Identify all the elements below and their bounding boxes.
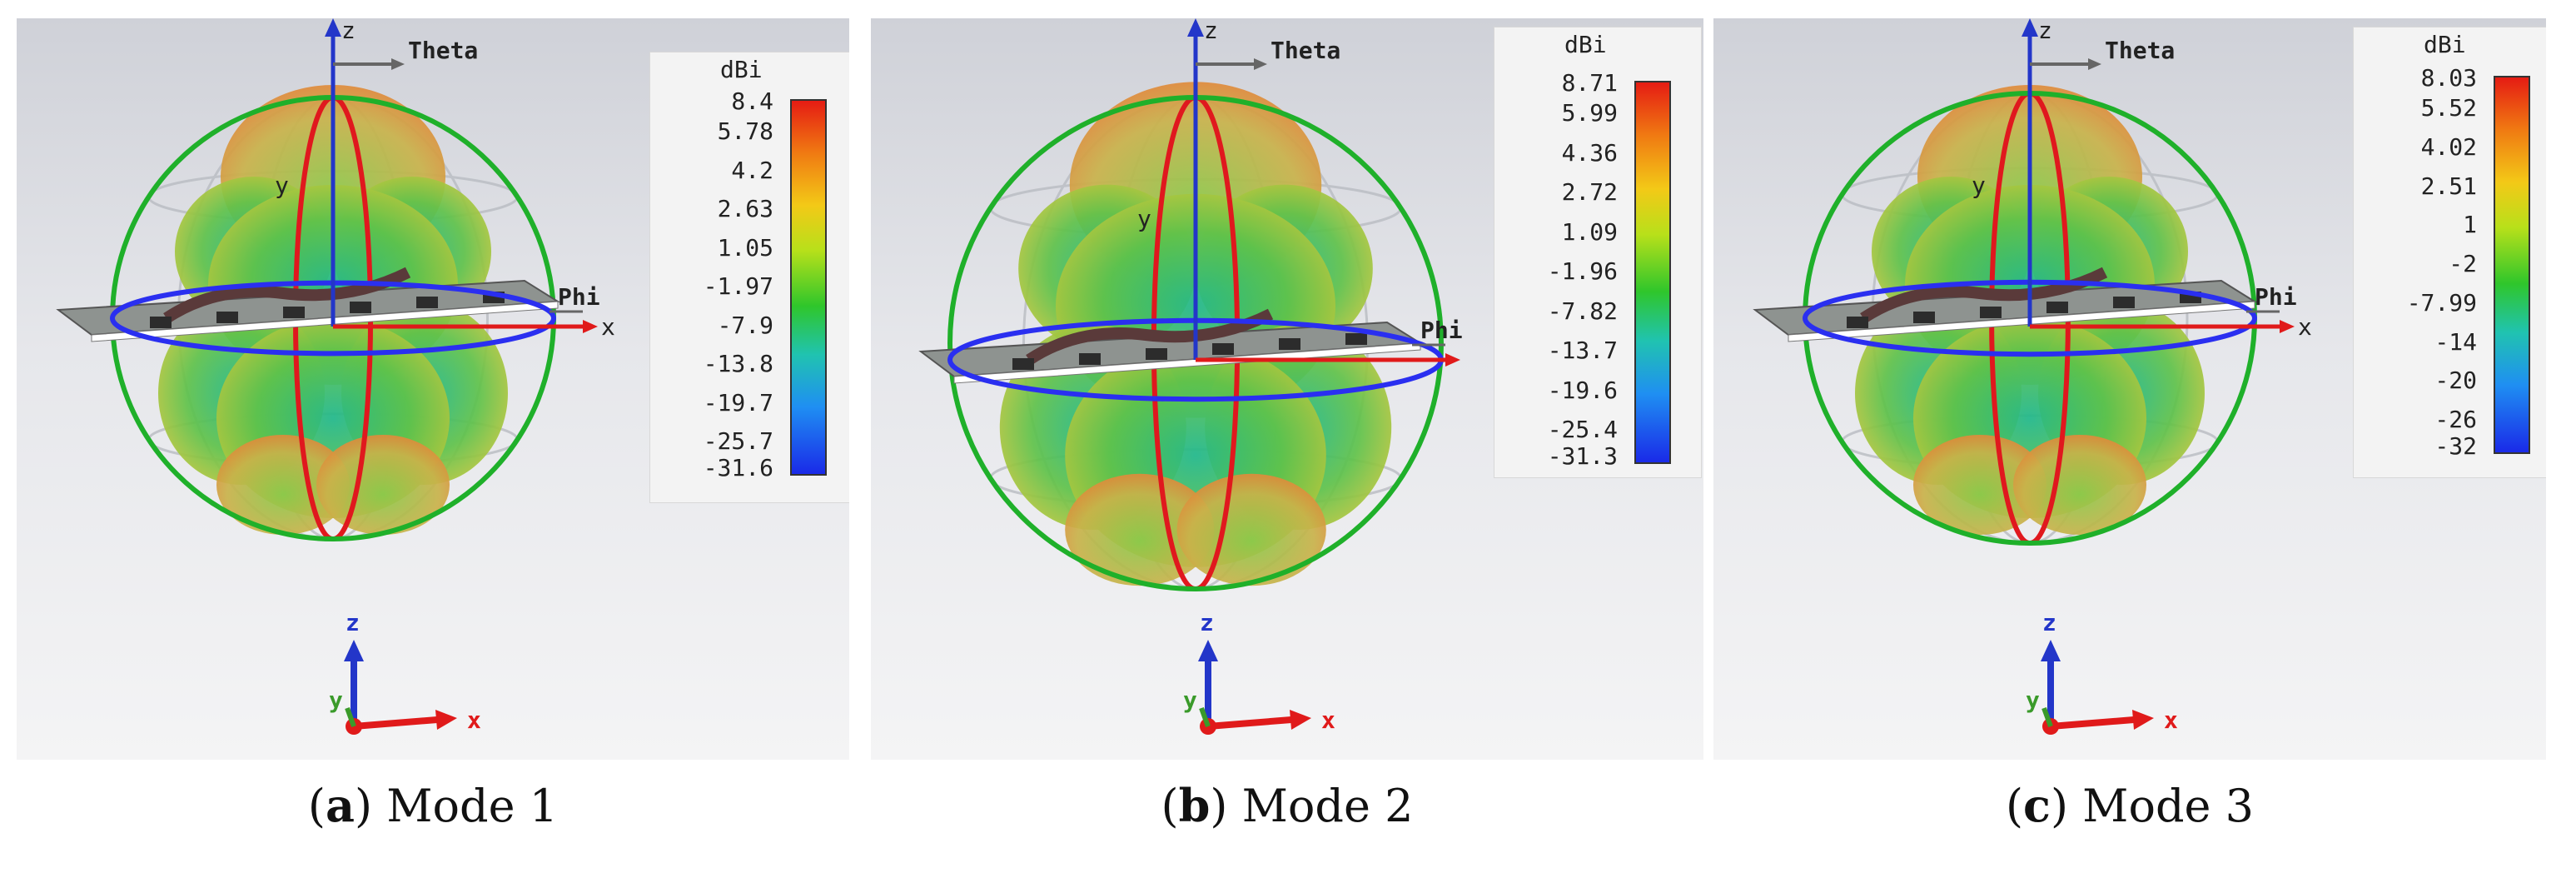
scale-tick-label: 5.78 [717, 117, 773, 145]
antenna-board [1753, 267, 2258, 342]
scale-tick-label: 4.36 [1561, 138, 1618, 167]
scale-tick-label: 8.71 [1561, 69, 1618, 97]
triad-z-label: z [1200, 609, 1214, 636]
z-axis-label: z [341, 18, 356, 44]
caption-label: Mode 1 [386, 780, 559, 832]
caption-label: Mode 2 [1241, 780, 1414, 832]
triad-y-label: y [2026, 686, 2040, 714]
scale-tick-label: 4.02 [2420, 132, 2477, 161]
caption-label: Mode 3 [2082, 780, 2255, 832]
scale-gradient-bar [790, 99, 827, 476]
caption-letter: b [1178, 779, 1211, 832]
scale-tick-label: -13.8 [703, 350, 773, 377]
z-axis-label: z [1204, 18, 1218, 44]
scale-tick-label: -25.7 [703, 427, 773, 455]
panel-caption: (b) Mode 2 [1161, 779, 1414, 832]
scale-tick-label: 2.51 [2420, 172, 2477, 200]
triad-z-label: z [2042, 609, 2056, 636]
scale-tick-label: -7.9 [717, 311, 773, 339]
theta-label: Theta [408, 37, 478, 64]
scale-tick-label: 8.03 [2420, 64, 2477, 92]
viewport-3d: z Theta y Phi x z x y dBi 8.03 5.52 4.02 2.51 1 -2 -7.9… [1713, 18, 2546, 760]
coordinate-triad [344, 640, 457, 735]
z-axis-label: z [2038, 18, 2052, 44]
x-axis-label: x [601, 313, 615, 341]
triad-y-label: y [1183, 686, 1197, 714]
scale-tick-label: 1 [2463, 211, 2477, 239]
y-axis-label: y [1972, 172, 1986, 199]
spherical-axes [325, 18, 598, 333]
theta-label: Theta [2105, 37, 2175, 64]
panel-a: z Theta y Phi x z x y dBi 8.4 5.78 4.2 2.63 1.05 -1.97… [17, 0, 849, 873]
gain-color-scale: dBi 8.4 5.78 4.2 2.63 1.05 -1.97 -7.9 -13.8 -19.7… [649, 52, 849, 503]
panel-caption: (c) Mode 3 [2005, 779, 2255, 832]
spherical-axes [2022, 18, 2295, 333]
scale-tick-label: -26 [2434, 406, 2477, 433]
scale-tick-label: -1.97 [703, 272, 773, 300]
caption-letter: c [2023, 779, 2051, 832]
scale-tick-label: 4.2 [731, 156, 773, 184]
scale-tick-label: -31.6 [703, 454, 773, 481]
coordinate-triad [1198, 640, 1311, 735]
scale-tick-label: -1.96 [1547, 257, 1618, 285]
gain-color-scale: dBi 8.03 5.52 4.02 2.51 1 -2 -7.99 -14 -20 -26 -32 [2353, 27, 2546, 478]
scale-unit: dBi [720, 56, 763, 83]
scale-tick-label: 5.99 [1561, 99, 1618, 127]
scale-tick-label: -20 [2434, 367, 2477, 395]
phi-label: Phi [1420, 317, 1463, 344]
triad-x-label: x [2164, 706, 2178, 734]
phi-label: Phi [2255, 283, 2297, 311]
scale-tick-label: 8.4 [731, 87, 773, 115]
triad-x-label: x [1321, 706, 1335, 734]
scale-tick-label: 5.52 [2420, 94, 2477, 122]
antenna-board [56, 267, 561, 342]
scale-tick-label: -7.99 [2406, 288, 2477, 317]
scale-tick-label: 1.05 [717, 233, 773, 262]
scale-tick-label: -19.6 [1547, 376, 1618, 404]
panel-b: z Theta y Phi z x y dBi 8.71 5.99 4.36 2.72 1.09 -1.9… [871, 0, 1703, 873]
scale-tick-label: -13.7 [1547, 337, 1618, 364]
scale-unit: dBi [1564, 31, 1607, 58]
viewport-3d: z Theta y Phi z x y dBi 8.71 5.99 4.36 2.72 1.09 -1.9… [871, 18, 1703, 760]
coordinate-triad [2041, 640, 2154, 735]
scale-gradient-bar [2494, 76, 2530, 454]
triad-y-label: y [329, 686, 343, 714]
scale-tick-label: 1.09 [1561, 217, 1618, 246]
triad-z-label: z [346, 609, 360, 636]
scale-tick-label: -7.82 [1547, 297, 1618, 325]
y-axis-label: y [275, 172, 289, 199]
scale-tick-label: -25.4 [1547, 416, 1618, 443]
x-axis-label: x [2298, 313, 2312, 341]
triad-x-label: x [467, 706, 481, 734]
scale-tick-label: -2 [2449, 250, 2477, 277]
panel-caption: (a) Mode 1 [307, 779, 559, 832]
scale-unit: dBi [2424, 31, 2466, 58]
viewport-3d: z Theta y Phi x z x y dBi 8.4 5.78 4.2 2.63 1.05 -1.97… [17, 18, 849, 760]
scale-tick-label: -14 [2434, 327, 2477, 356]
scale-tick-label: -19.7 [703, 388, 773, 417]
scale-gradient-bar [1634, 81, 1671, 464]
scale-tick-label: -32 [2434, 432, 2477, 460]
scale-tick-label: -31.3 [1547, 442, 1618, 470]
scale-tick-label: 2.72 [1561, 178, 1618, 206]
y-axis-label: y [1137, 205, 1151, 232]
phi-label: Phi [558, 283, 600, 311]
radiation-pattern-scene: z Theta y Phi z x y [918, 18, 1463, 735]
caption-letter: a [325, 779, 355, 832]
theta-label: Theta [1271, 37, 1340, 64]
gain-color-scale: dBi 8.71 5.99 4.36 2.72 1.09 -1.96 -7.82 -13.7 -1… [1494, 27, 1702, 478]
panel-c: z Theta y Phi x z x y dBi 8.03 5.52 4.02 2.51 1 -2 -7.9… [1713, 0, 2546, 873]
scale-tick-label: 2.63 [717, 195, 773, 222]
spherical-axes [1187, 18, 1460, 367]
